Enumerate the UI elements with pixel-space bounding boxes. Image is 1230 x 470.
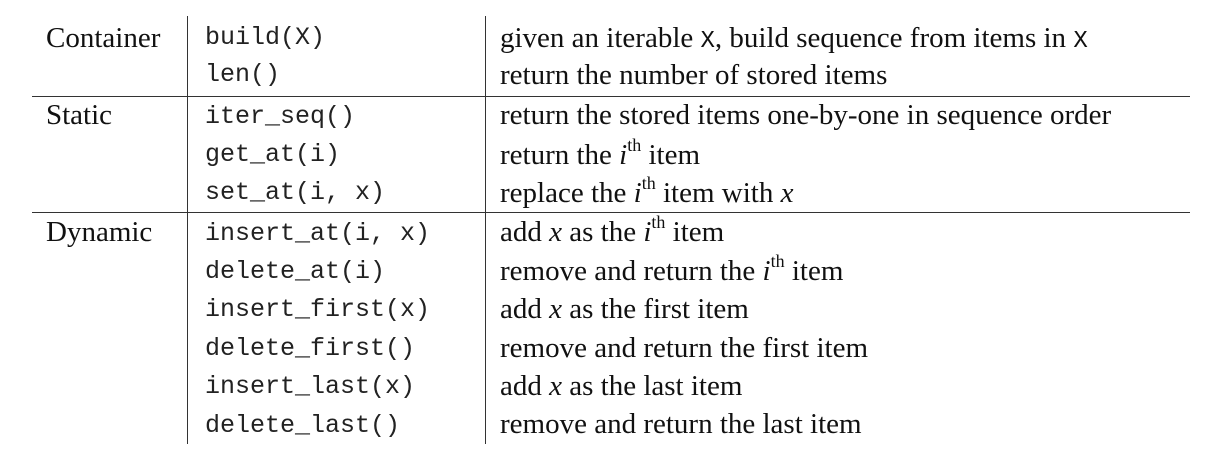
operation-len: len() [205,60,281,89]
operation-get-at: get_at(i) [205,140,341,169]
group-divider-static-dynamic [32,212,1190,213]
group-label-dynamic: Dynamic [46,216,153,248]
operation-insert-last: insert_last(x) [205,372,416,401]
operation-delete-at: delete_at(i) [205,257,386,286]
column-divider-left [187,16,188,444]
group-divider-container-static [32,96,1190,97]
description-delete-first: remove and return the first item [500,332,869,364]
description-delete-at: remove and return the ith item [500,251,844,287]
description-insert-at: add x as the ith item [500,212,725,248]
operation-build: build(X) [205,23,326,52]
operation-set-at: set_at(i, x) [205,178,386,207]
operation-delete-last: delete_last() [205,411,401,440]
description-get-at: return the ith item [500,135,701,171]
operation-iter-seq: iter_seq() [205,102,356,131]
description-build: given an iterable X, build sequence from… [500,22,1088,55]
description-set-at: replace the ith item with x [500,173,794,209]
group-label-static: Static [46,99,113,131]
description-insert-last: add x as the last item [500,370,743,402]
description-insert-first: add x as the first item [500,293,749,325]
column-divider-right [485,16,486,444]
description-delete-last: remove and return the last item [500,408,862,440]
operation-insert-first: insert_first(x) [205,295,431,324]
description-len: return the number of stored items [500,59,888,91]
operation-insert-at: insert_at(i, x) [205,219,431,248]
description-iter-seq: return the stored items one-by-one in se… [500,99,1112,131]
operation-delete-first: delete_first() [205,334,416,363]
group-label-container: Container [46,22,161,54]
